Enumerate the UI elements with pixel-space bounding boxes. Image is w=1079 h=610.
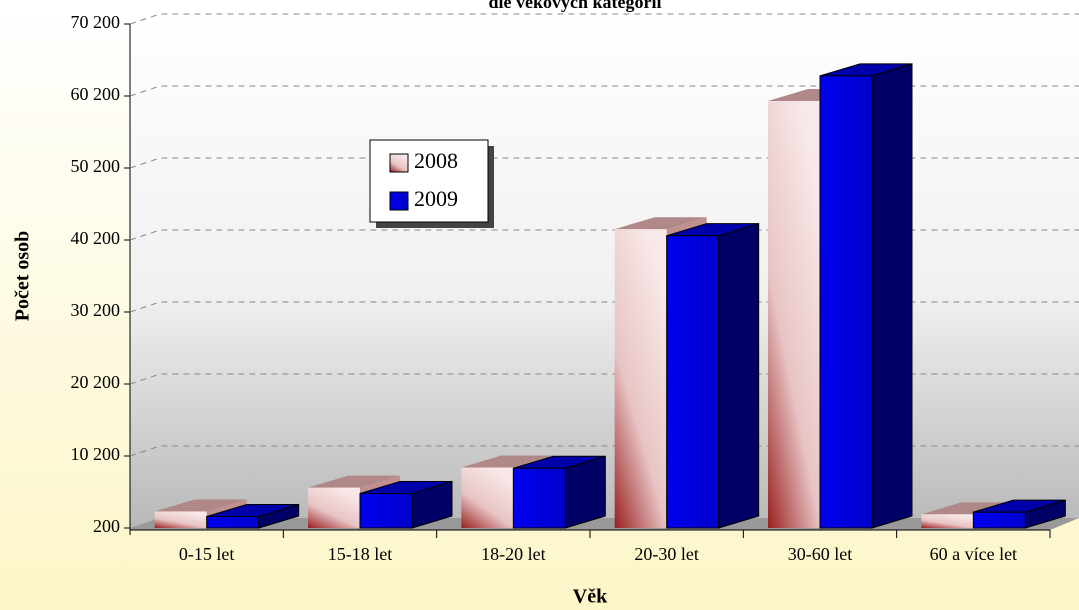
bar-front	[359, 492, 413, 529]
y-tick-label: 70 200	[71, 12, 121, 32]
legend-swatch	[389, 191, 409, 211]
bar-top	[461, 455, 554, 468]
bar-front	[512, 467, 566, 529]
y-axis-label: Počet osob	[12, 231, 34, 322]
x-tick-label: 0-15 let	[179, 544, 235, 564]
x-tick-label: 15-18 let	[328, 544, 393, 564]
bar-front	[768, 101, 820, 528]
legend-swatch	[389, 153, 409, 173]
x-tick-label: 60 a více let	[930, 544, 1017, 564]
x-tick-label: 18-20 let	[481, 544, 546, 564]
bar-front	[972, 511, 1026, 529]
bar	[512, 455, 606, 529]
bar-top	[154, 499, 247, 512]
bar	[206, 503, 300, 529]
bar-top	[308, 475, 400, 488]
x-tick-label: 30-60 let	[788, 544, 853, 564]
plot-wall	[130, 14, 1079, 528]
bar-side	[718, 223, 760, 529]
bar-front	[819, 75, 873, 529]
bar-front	[614, 229, 667, 528]
y-tick-label: 40 200	[71, 228, 121, 248]
bar-side	[871, 63, 913, 529]
bar	[972, 499, 1066, 529]
bar-front	[921, 514, 974, 528]
y-tick-label: 50 200	[71, 156, 121, 176]
bar-front	[206, 515, 260, 529]
y-tick-label: 200	[93, 516, 120, 536]
bar-side	[564, 455, 606, 529]
bar-front	[461, 467, 514, 528]
bar	[819, 63, 913, 529]
y-tick-label: 30 200	[71, 300, 121, 320]
y-tick-label: 20 200	[71, 372, 121, 392]
x-tick-label: 20-30 let	[634, 544, 699, 564]
chart-title: dle věkových kategorií	[489, 0, 663, 12]
bar-front	[154, 511, 207, 528]
bar-top	[921, 502, 1014, 515]
bar	[359, 480, 453, 529]
y-tick-label: 60 200	[71, 84, 121, 104]
x-axis-label: Věk	[573, 586, 608, 608]
bar-top	[614, 217, 707, 230]
bar-front	[666, 235, 720, 529]
y-tick-label: 10 200	[71, 444, 121, 464]
legend-label: 2008	[414, 148, 458, 173]
legend-label: 2009	[414, 186, 458, 211]
bar	[666, 223, 760, 529]
bar-front	[308, 487, 360, 528]
